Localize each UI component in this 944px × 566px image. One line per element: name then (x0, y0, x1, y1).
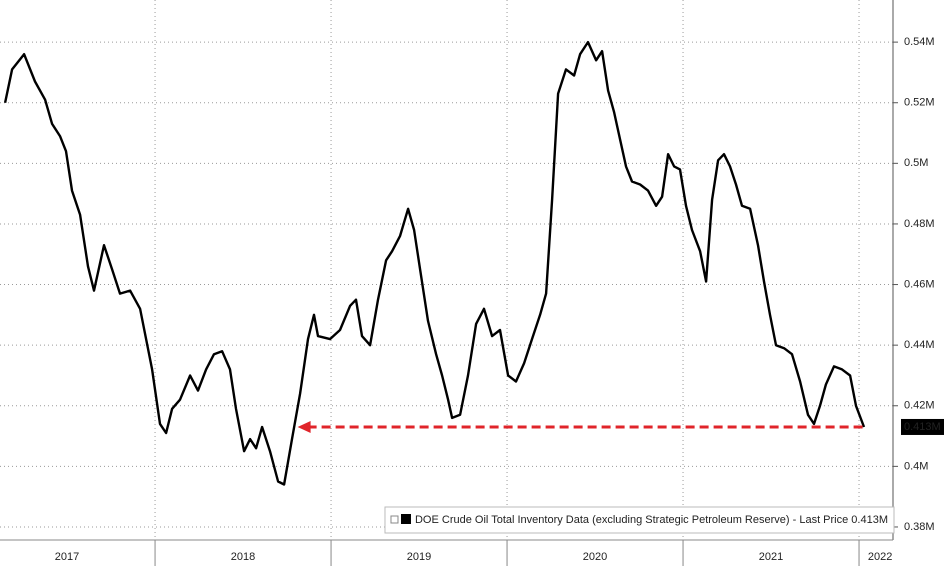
y-tick-label: 0.4M (904, 460, 928, 472)
legend-box (384, 506, 895, 534)
x-tick-label: 2022 (868, 551, 892, 563)
last-price-tag (901, 418, 944, 435)
y-tick-label: 0.52M (904, 97, 935, 109)
y-tick-label: 0.42M (904, 400, 935, 412)
x-tick-label: 2021 (759, 551, 783, 563)
y-tick-label: 0.38M (904, 521, 935, 533)
data-line (3, 40, 866, 486)
legend-text: DOE Crude Oil Total Inventory Data (excl… (415, 514, 888, 526)
x-tick-label: 2017 (55, 551, 79, 563)
x-tick-label: 2020 (583, 551, 607, 563)
legend-part: 0.413M (848, 514, 888, 526)
y-tick-label: 0.44M (904, 339, 935, 351)
arrow-head (297, 420, 311, 433)
legend-part: - Last Price (790, 514, 849, 526)
y-tick-label: 0.46M (904, 278, 935, 290)
x-tick-label: 2018 (231, 551, 255, 563)
legend-part: DOE Crude Oil Total Inventory Data (excl… (415, 514, 790, 526)
last-price-label: 0.413M (904, 421, 941, 433)
x-tick-label: 2019 (407, 551, 431, 563)
y-tick-label: 0.48M (904, 218, 935, 230)
legend-swatch (400, 514, 411, 524)
y-tick-label: 0.5M (904, 157, 928, 169)
y-tick-label: 0.54M (904, 36, 935, 48)
legend: DOE Crude Oil Total Inventory Data (excl… (384, 506, 895, 534)
legend-toggle (390, 515, 399, 524)
